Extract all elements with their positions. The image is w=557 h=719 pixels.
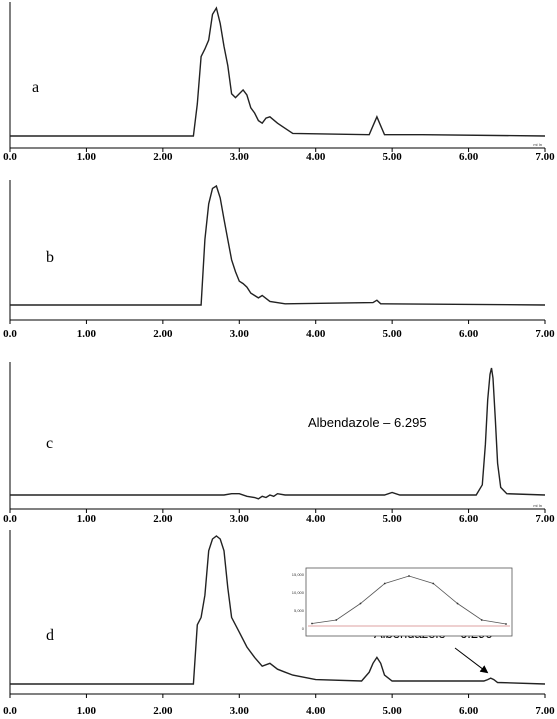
chromatogram-trace xyxy=(10,6,546,137)
x-tick-label: 6.00 xyxy=(459,705,479,717)
x-tick-label: 3.00 xyxy=(230,151,250,163)
unit-mark: mi In xyxy=(533,142,542,147)
x-tick-label: 2.00 xyxy=(153,513,173,525)
inset-point xyxy=(456,602,459,605)
x-tick-label: 0.0 xyxy=(3,151,17,163)
x-tick-label: 2.00 xyxy=(153,705,173,717)
chromatogram-panel-c: 0.0 1.00 2.00 3.00 4.00 5.00 6.00 7.00 c mi In Alb… xyxy=(3,362,555,525)
inset-point xyxy=(480,619,483,621)
x-tick-label: 3.00 xyxy=(230,513,250,525)
inset-y-tick-label: 5,000 xyxy=(294,608,305,613)
x-tick-label: 4.00 xyxy=(306,151,326,163)
x-tick-label: 5.00 xyxy=(383,328,403,340)
chromatogram-trace xyxy=(10,535,546,685)
inset-point xyxy=(335,619,338,621)
peak-annotation: Albendazole – 6.295 xyxy=(308,415,427,430)
x-tick-label: 1.00 xyxy=(77,705,97,717)
panel-letter: d xyxy=(46,627,54,644)
chromatogram-panel-a: 0.0 1.00 2.00 3.00 4.00 5.00 6.00 7.00 a mi In xyxy=(3,2,555,163)
inset-frame xyxy=(305,567,513,637)
x-tick-label: 2.00 xyxy=(153,328,173,340)
inset-y-tick-label: 10,000 xyxy=(292,590,305,595)
annotation-arrow xyxy=(454,647,489,674)
chromatogram-panel-b: 0.0 1.00 2.00 3.00 4.00 5.00 6.00 7.00 b xyxy=(3,180,555,340)
x-tick-label: 0.0 xyxy=(3,513,17,525)
x-tick-label: 7.00 xyxy=(535,328,555,340)
x-tick-label: 0.0 xyxy=(3,705,17,717)
x-tick-label: 7.00 xyxy=(535,151,555,163)
inset-y-tick-label: 0 xyxy=(302,626,305,631)
inset-point xyxy=(383,582,386,585)
x-tick-label: 6.00 xyxy=(459,513,479,525)
x-tick-label: 4.00 xyxy=(306,705,326,717)
panel-letter: b xyxy=(46,249,54,266)
x-tick-label: 4.00 xyxy=(306,328,326,340)
unit-mark: mi In xyxy=(533,503,542,508)
x-tick-label: 3.00 xyxy=(230,328,250,340)
x-tick-label: 6.00 xyxy=(459,151,479,163)
panel-letter: a xyxy=(32,79,39,96)
x-tick-label: 4.00 xyxy=(306,513,326,525)
x-tick-label: 5.00 xyxy=(383,705,403,717)
x-tick-label: 0.0 xyxy=(3,328,17,340)
inset-point xyxy=(311,622,313,625)
x-tick-label: 7.00 xyxy=(535,705,555,717)
x-tick-label: 6.00 xyxy=(459,328,479,340)
chromatogram-panel-d: 0.01.002.003.004.005.006.007.00dAlbendaz… xyxy=(3,530,555,717)
x-tick-label: 5.00 xyxy=(383,513,403,525)
x-tick-label: 2.00 xyxy=(153,151,173,163)
inset-chart: 15,000 10,000 5,000 0 xyxy=(292,567,513,637)
chromatogram-trace xyxy=(10,367,546,500)
x-tick-label: 5.00 xyxy=(383,151,403,163)
x-tick-label: 1.00 xyxy=(77,328,97,340)
x-tick-label: 1.00 xyxy=(77,513,97,525)
x-tick-label: 1.00 xyxy=(77,151,97,163)
inset-point xyxy=(432,582,435,585)
inset-point xyxy=(505,623,507,625)
x-tick-label: 7.00 xyxy=(535,513,555,525)
inset-point xyxy=(408,575,410,577)
inset-point xyxy=(359,602,362,605)
panel-letter: c xyxy=(46,435,53,452)
x-tick-label: 3.00 xyxy=(230,705,250,717)
inset-y-tick-label: 15,000 xyxy=(292,572,305,577)
chromatogram-trace xyxy=(10,184,546,306)
